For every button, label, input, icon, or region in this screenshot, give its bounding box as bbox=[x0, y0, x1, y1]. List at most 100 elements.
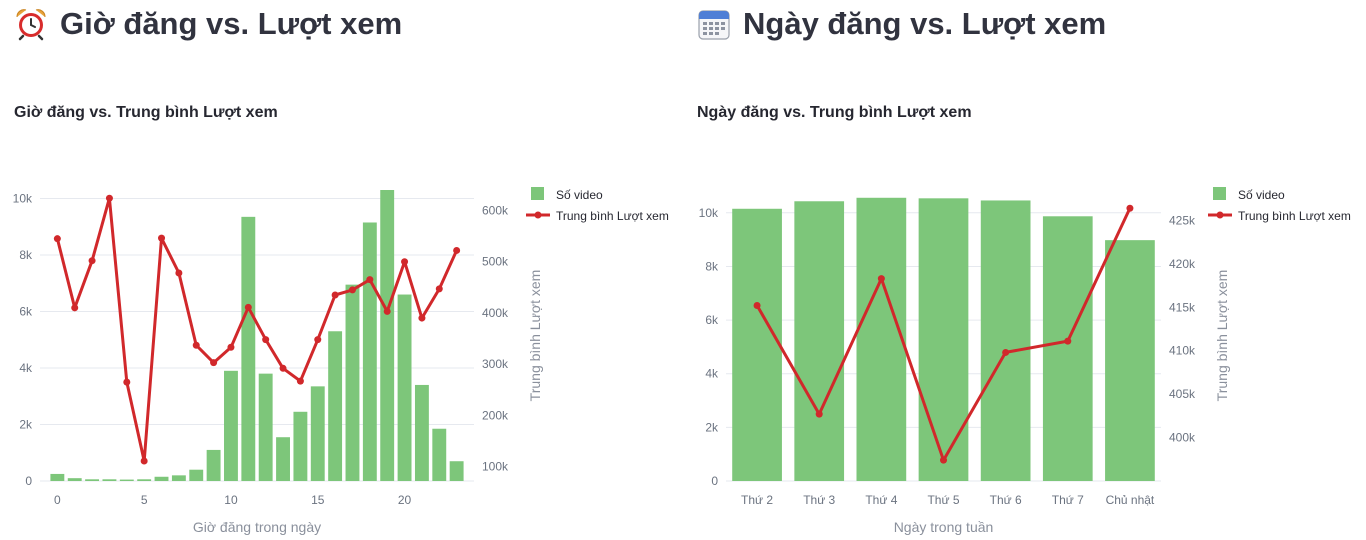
hour-avg-views-point bbox=[453, 246, 461, 254]
hour-avg-views-point bbox=[53, 235, 61, 243]
day-section-header: Ngày đăng vs. Lượt xem bbox=[697, 6, 1106, 42]
day-x-tick-label: Thứ 5 bbox=[927, 493, 959, 507]
hour-avg-views-point bbox=[331, 291, 339, 299]
day-avg-views-point bbox=[1126, 204, 1134, 212]
hour-bar bbox=[206, 449, 221, 481]
hour-bar bbox=[328, 331, 343, 481]
hour-avg-views-point bbox=[244, 303, 252, 311]
day-y-tick-label: 6k bbox=[705, 313, 719, 327]
day-chart-title: Ngày đăng vs. Trung bình Lượt xem bbox=[697, 104, 972, 121]
day-bar bbox=[980, 200, 1031, 482]
hour-bar bbox=[310, 386, 325, 481]
day-y2-tick-label: 420k bbox=[1169, 257, 1196, 271]
hour-avg-views-point bbox=[227, 343, 235, 351]
hour-bar bbox=[137, 479, 152, 481]
hour-y2-tick-label: 600k bbox=[482, 203, 509, 217]
day-x-axis-title: Ngày trong tuần bbox=[894, 519, 994, 535]
day-legend-bar-swatch bbox=[1213, 187, 1226, 200]
hour-avg-views-point bbox=[348, 286, 356, 294]
hour-x-tick-label: 5 bbox=[141, 493, 148, 507]
day-legend-line-marker bbox=[1216, 211, 1224, 219]
hour-avg-views-point bbox=[71, 304, 79, 312]
day-bar bbox=[1105, 240, 1155, 481]
hour-bar bbox=[345, 284, 360, 481]
hour-y-tick-label: 6k bbox=[19, 304, 33, 318]
hour-y-tick-label: 4k bbox=[19, 361, 33, 375]
hour-bar bbox=[189, 469, 204, 481]
hour-avg-views-point bbox=[210, 359, 218, 367]
day-y2-tick-label: 425k bbox=[1169, 213, 1196, 227]
hour-bar bbox=[50, 473, 65, 481]
day-bar bbox=[856, 197, 907, 481]
day-y-tick-label: 8k bbox=[705, 259, 719, 273]
hour-x-tick-label: 15 bbox=[311, 493, 325, 507]
hour-avg-views-point bbox=[418, 314, 426, 322]
hour-avg-views-point bbox=[366, 276, 374, 284]
hour-avg-views-point bbox=[401, 258, 409, 266]
hour-y-tick-label: 2k bbox=[19, 417, 33, 431]
hour-y-tick-label: 10k bbox=[13, 191, 33, 205]
hour-section: Giờ đăng vs. Lượt xem Giờ đăng vs. Trung… bbox=[0, 0, 683, 540]
hour-bar bbox=[258, 373, 273, 481]
day-y-tick-label: 0 bbox=[711, 474, 718, 488]
hour-avg-views-point bbox=[175, 269, 183, 277]
hour-y2-tick-label: 300k bbox=[482, 357, 509, 371]
alarm-clock-icon bbox=[16, 9, 46, 41]
hour-avg-views-point bbox=[314, 336, 322, 344]
hour-bar bbox=[171, 475, 186, 481]
hour-bar bbox=[362, 222, 377, 481]
hour-section-title: Giờ đăng vs. Lượt xem bbox=[60, 6, 403, 41]
hour-avg-views-point bbox=[192, 341, 200, 349]
hour-y2-axis-title: Trung bình Lượt xem bbox=[527, 270, 543, 402]
day-section: Ngày đăng vs. Lượt xem Ngày đăng vs. Tru… bbox=[683, 0, 1366, 540]
day-y-tick-label: 2k bbox=[705, 420, 719, 434]
hour-avg-views-point bbox=[105, 194, 113, 202]
hour-legend-line-label: Trung bình Lượt xem bbox=[556, 209, 669, 223]
calendar-icon bbox=[698, 10, 730, 40]
hour-avg-views-point bbox=[279, 364, 287, 372]
day-y2-tick-label: 415k bbox=[1169, 300, 1196, 314]
hour-chart-title: Giờ đăng vs. Trung bình Lượt xem bbox=[14, 104, 278, 121]
hour-bar bbox=[67, 478, 82, 481]
day-y2-tick-label: 410k bbox=[1169, 344, 1196, 358]
day-y-tick-label: 10k bbox=[699, 206, 719, 220]
day-chart[interactable]: 0 2k 4k 6k 8k 10k 400k 405k 410k 415k 420k 425k Thứ … bbox=[683, 0, 1366, 540]
hour-y-tick-label: 8k bbox=[19, 248, 33, 262]
hour-bar bbox=[241, 216, 256, 481]
day-x-tick-label: Thứ 3 bbox=[803, 493, 835, 507]
hour-legend-bar-label: Số video bbox=[556, 188, 603, 202]
day-y-tick-label: 4k bbox=[705, 367, 719, 381]
day-y2-axis-title: Trung bình Lượt xem bbox=[1214, 270, 1230, 402]
day-avg-views-point bbox=[815, 410, 823, 418]
day-y2-tick-label: 400k bbox=[1169, 431, 1196, 445]
hour-avg-views-point bbox=[88, 257, 96, 265]
hour-legend-bar-swatch bbox=[531, 187, 544, 200]
day-avg-views-point bbox=[877, 275, 885, 283]
hour-bar bbox=[119, 479, 134, 481]
hour-chart[interactable]: 0 2k 4k 6k 8k 10k 100k 200k 300k 400k 500k 600k 0 5 10… bbox=[0, 0, 683, 540]
hour-x-tick-label: 20 bbox=[398, 493, 412, 507]
day-legend-line-label: Trung bình Lượt xem bbox=[1238, 209, 1351, 223]
hour-y2-tick-label: 100k bbox=[482, 460, 509, 474]
hour-avg-views-point bbox=[435, 285, 443, 293]
day-legend-bar-label: Số video bbox=[1238, 188, 1285, 202]
day-avg-views-point bbox=[753, 302, 761, 310]
hour-y2-tick-label: 200k bbox=[482, 408, 509, 422]
hour-bar bbox=[397, 294, 412, 481]
day-x-tick-label: Chủ nhật bbox=[1106, 493, 1155, 507]
hour-avg-views-point bbox=[140, 457, 148, 465]
hour-bar bbox=[414, 384, 429, 481]
hour-y2-tick-label: 500k bbox=[482, 255, 509, 269]
hour-bar bbox=[380, 190, 395, 481]
day-bar bbox=[918, 198, 969, 482]
day-avg-views-point bbox=[940, 456, 947, 464]
hour-avg-views-point bbox=[262, 336, 270, 344]
hour-avg-views-point bbox=[296, 377, 304, 385]
day-x-tick-label: Thứ 6 bbox=[990, 493, 1022, 507]
hour-bar bbox=[276, 437, 290, 481]
day-x-tick-label: Thứ 2 bbox=[741, 493, 773, 507]
day-bar bbox=[794, 201, 845, 481]
hour-avg-views-point bbox=[158, 234, 166, 242]
day-avg-views-point bbox=[1002, 348, 1010, 356]
hour-bar bbox=[293, 411, 308, 481]
